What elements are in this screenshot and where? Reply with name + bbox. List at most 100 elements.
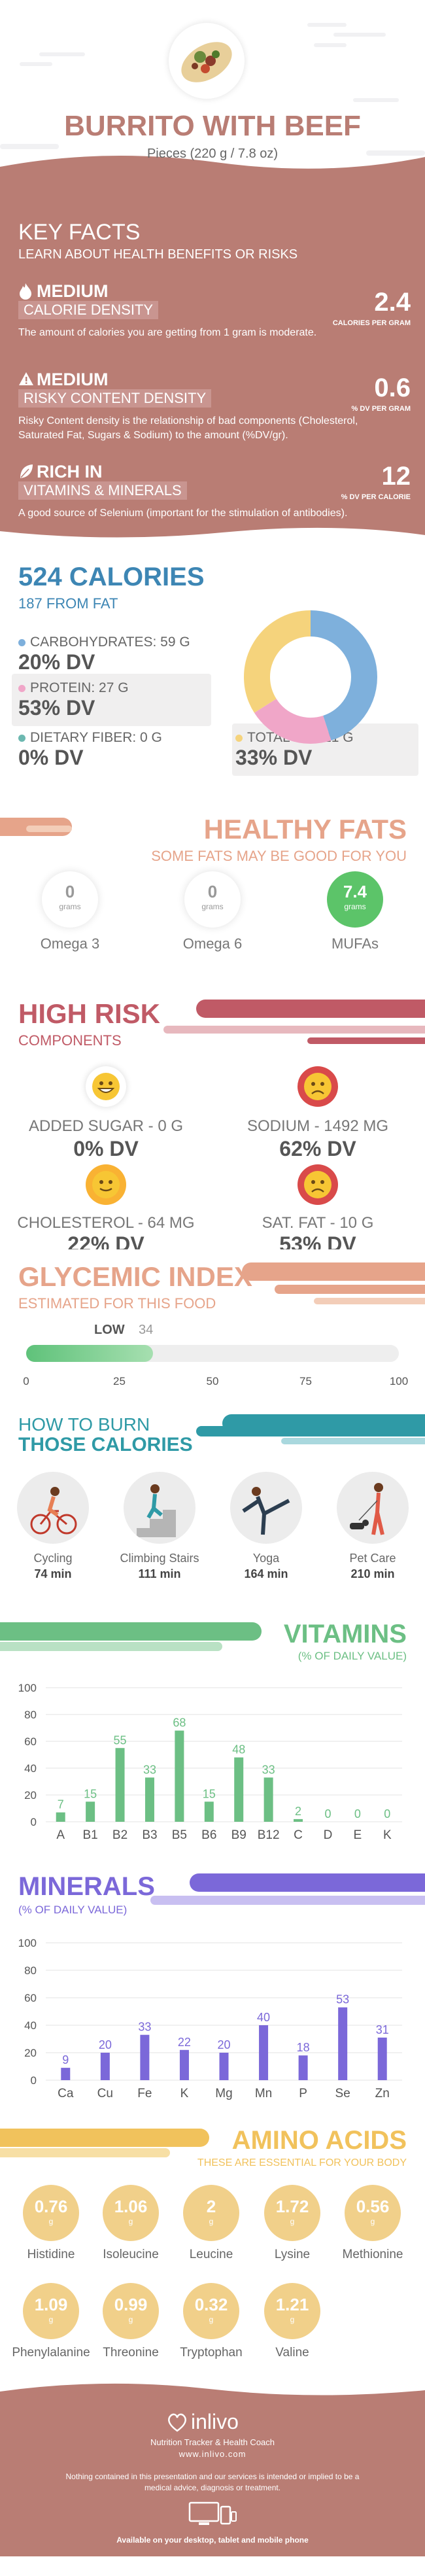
- x-tick-label: P: [299, 2087, 307, 2100]
- bar: [298, 2055, 308, 2080]
- bar: [338, 2007, 348, 2080]
- glycemic-title: GLYCEMIC INDEX: [18, 1261, 252, 1292]
- amino-name: Methionine: [342, 2248, 403, 2261]
- x-tick-label: Se: [335, 2087, 350, 2100]
- amino-circle: 1.21 g: [264, 2283, 320, 2339]
- amino-name: Histidine: [27, 2248, 75, 2261]
- fat-circle-omega3: 0 grams: [42, 871, 98, 928]
- serving-size: Pieces (220 g / 7.8 oz): [146, 147, 279, 161]
- bar: [140, 2034, 150, 2080]
- nutrient-carbs: CARBOHYDRATES: 59 g 20% DV: [18, 635, 190, 674]
- nutrient-label: DIETARY FIBER: 0 g: [30, 730, 162, 745]
- x-tick-label: Fe: [137, 2087, 152, 2100]
- wave-divider: [0, 527, 425, 543]
- burn-title-line2: THOSE CALORIES: [18, 1434, 193, 1455]
- nutrient-dv: 0% DV: [18, 746, 84, 769]
- fact-title: RICH IN: [37, 462, 103, 481]
- header-section: BURRITO WITH BEEF Pieces (220 g / 7.8 oz…: [0, 0, 425, 177]
- risk-dv: 53% DV: [279, 1232, 356, 1249]
- burn-activity: Yoga: [252, 1552, 280, 1565]
- amino-name: Lysine: [274, 2248, 311, 2261]
- bar-value-label: 0: [324, 1807, 331, 1820]
- calories-from-fat: 187 FROM FAT: [18, 595, 118, 612]
- fact-title: MEDIUM: [37, 281, 109, 301]
- bar: [264, 1777, 273, 1822]
- x-tick-label: B12: [258, 1828, 280, 1842]
- bar-value-label: 68: [173, 1716, 186, 1730]
- key-facts-subtitle: LEARN ABOUT HEALTH BENEFITS OR RISKS: [18, 247, 298, 262]
- healthy-fats-section: HEALTHY FATS SOME FATS MAY BE GOOD FOR Y…: [0, 805, 425, 962]
- nutrient-dv: 20% DV: [18, 650, 95, 674]
- calorie-donut-chart: [244, 610, 377, 744]
- bar-value-label: 22: [178, 2036, 191, 2049]
- amino-value: 0.99: [114, 2295, 148, 2314]
- amino-unit: g: [290, 2315, 295, 2324]
- fat-name: MUFAs: [331, 935, 379, 952]
- bar-value-label: 18: [297, 2041, 310, 2054]
- burn-activity: Climbing Stairs: [120, 1552, 199, 1565]
- bar: [294, 1819, 303, 1822]
- amino-title: AMINO ACIDS: [231, 2126, 407, 2155]
- amino-unit: g: [48, 2217, 54, 2226]
- burn-section: HOW TO BURN THOSE CALORIES Cycling 74 mi…: [0, 1406, 425, 1603]
- wave-divider: [0, 2381, 425, 2395]
- bar-value-label: 31: [376, 2023, 389, 2036]
- vitamins-section: VITAMINS (% OF DAILY VALUE) 0 20 40 60 80 100…: [0, 1603, 425, 1858]
- bar-value-label: 7: [58, 1798, 64, 1811]
- risk-dv: 0% DV: [73, 1137, 139, 1160]
- bar: [377, 2037, 387, 2080]
- fact-unit: CALORIES PER GRAM: [332, 319, 411, 327]
- x-tick-label: B9: [231, 1828, 246, 1842]
- fact-risky-density: MEDIUM RISKY CONTENT DENSITY Risky Conte…: [18, 370, 411, 443]
- legend-dot: [235, 734, 243, 742]
- y-tick-label: 40: [24, 2019, 37, 2032]
- bar-value-label: 20: [99, 2038, 112, 2051]
- bar-value-label: 55: [114, 1733, 127, 1747]
- bar-value-label: 0: [354, 1807, 361, 1820]
- bar: [115, 1748, 125, 1822]
- minerals-section: MINERALS (% OF DAILY VALUE) 0 20 40 60 80 100…: [0, 1858, 425, 2119]
- fat-value: 0: [65, 882, 75, 901]
- stairs-icon: [124, 1472, 196, 1544]
- decor-band: [0, 2148, 170, 2157]
- burn-title-line1: HOW TO BURN: [18, 1414, 150, 1435]
- x-tick-label: Mg: [215, 2087, 232, 2100]
- bar: [179, 2049, 189, 2080]
- glycemic-tick-label: 0: [23, 1375, 29, 1387]
- glycemic-level: LOW: [94, 1323, 125, 1337]
- risk-name: ADDED SUGAR - 0 g: [28, 1117, 184, 1135]
- fat-unit: grams: [201, 902, 224, 911]
- glycemic-tick-label: 75: [299, 1375, 312, 1387]
- vitamins-bar-chart: 0204060801007A15B155B233B368B515B648B933…: [18, 1682, 402, 1842]
- fat-value: 0: [207, 882, 218, 901]
- x-tick-label: Cu: [97, 2087, 113, 2100]
- amino-value: 0.76: [34, 2197, 68, 2216]
- fact-subtitle: VITAMINS & MINERALS: [18, 481, 187, 500]
- x-tick-label: B5: [172, 1828, 187, 1842]
- calories-section: 524 CALORIES 187 FROM FAT CARBOHYDRATES:…: [0, 543, 425, 805]
- y-tick-label: 40: [24, 1762, 37, 1775]
- y-tick-label: 0: [31, 2074, 37, 2087]
- vitamins-title: VITAMINS: [283, 1620, 407, 1648]
- amino-unit: g: [290, 2217, 295, 2226]
- fat-circle-omega6: 0 grams: [184, 871, 241, 928]
- devices-icon: [188, 2501, 237, 2528]
- brand-url[interactable]: www.inlivo.com: [178, 2449, 246, 2459]
- amino-name: Valine: [275, 2346, 309, 2359]
- x-tick-label: E: [354, 1828, 362, 1842]
- amino-name: Leucine: [189, 2248, 233, 2261]
- high-risk-subtitle: COMPONENTS: [18, 1032, 122, 1049]
- bar: [61, 2068, 71, 2080]
- amino-value: 0.56: [356, 2197, 390, 2216]
- fact-subtitle: RISKY CONTENT DENSITY: [18, 389, 212, 408]
- y-tick-label: 60: [24, 1992, 37, 2004]
- page-title: BURRITO WITH BEEF: [64, 110, 361, 142]
- amino-name: Isoleucine: [103, 2248, 159, 2261]
- bar-value-label: 15: [203, 1787, 216, 1800]
- amino-circle: 0.76 g: [23, 2185, 79, 2241]
- bar-value-label: 33: [138, 2021, 151, 2034]
- bar: [259, 2025, 269, 2080]
- fact-subtitle: CALORIE DENSITY: [18, 301, 159, 319]
- fat-unit: grams: [59, 902, 81, 911]
- fact-value: 0.6: [374, 374, 411, 402]
